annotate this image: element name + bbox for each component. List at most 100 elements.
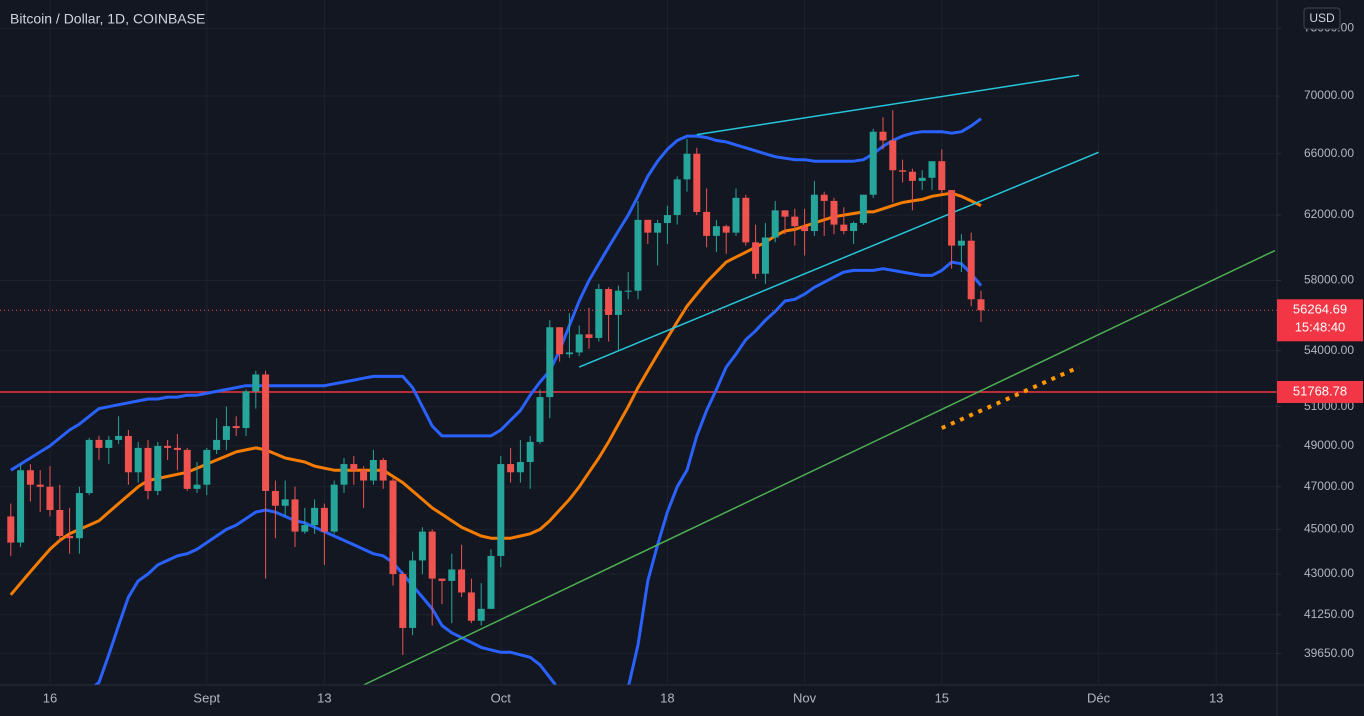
- candle-body: [467, 592, 475, 621]
- candle-body: [291, 499, 299, 532]
- candle-body: [556, 327, 564, 355]
- candle-body: [781, 210, 789, 217]
- candle-body: [742, 197, 750, 243]
- x-tick-label: Sept: [193, 690, 220, 705]
- candle-body: [262, 374, 270, 491]
- candle-body: [448, 569, 456, 581]
- candle-body: [977, 299, 985, 311]
- candle-body: [683, 153, 691, 180]
- candle-body: [281, 499, 289, 506]
- x-tick-label: 13: [1209, 690, 1223, 705]
- y-tick-label: 54000.00: [1304, 343, 1354, 357]
- candle-body: [869, 131, 877, 195]
- candle-body: [36, 484, 44, 487]
- candle-body: [213, 439, 221, 450]
- candle-body: [340, 464, 348, 485]
- candle-body: [722, 226, 730, 233]
- candle-body: [654, 223, 662, 233]
- y-tick-label: 45000.00: [1304, 522, 1354, 536]
- candle-body: [399, 574, 407, 628]
- band-line: [9, 191, 982, 596]
- currency-label[interactable]: USD: [1309, 11, 1335, 25]
- candle-body: [193, 484, 201, 489]
- price-badge: [1277, 299, 1363, 342]
- x-tick-label: 15: [935, 690, 949, 705]
- candle-body: [791, 216, 799, 227]
- candle-body: [752, 242, 760, 274]
- candle-body: [820, 194, 828, 201]
- candle-body: [585, 334, 593, 338]
- y-tick-label: 39650.00: [1304, 646, 1354, 660]
- candle-body: [360, 470, 368, 481]
- plot-area: [0, 74, 1277, 685]
- candle-body: [614, 290, 622, 315]
- y-tick-label: 62000.00: [1304, 207, 1354, 221]
- grid: [0, 0, 1277, 685]
- candle-body: [232, 426, 240, 429]
- y-tick-label: 58000.00: [1304, 273, 1354, 287]
- y-tick-label: 66000.00: [1304, 146, 1354, 160]
- candle-body: [761, 237, 769, 274]
- candle-body: [271, 490, 279, 506]
- candle-body: [26, 470, 34, 485]
- candle-body: [732, 197, 740, 233]
- candle-body: [928, 161, 936, 178]
- candle-body: [703, 211, 711, 236]
- trendline: [578, 151, 1099, 368]
- candle-body: [115, 435, 123, 440]
- candle-body: [663, 215, 671, 224]
- candle-body: [389, 480, 397, 575]
- candle-body: [918, 177, 926, 181]
- candle-body: [536, 397, 544, 442]
- candle-body: [879, 131, 887, 141]
- candle-body: [154, 445, 162, 491]
- candle-body: [134, 447, 142, 473]
- candle-body: [458, 569, 466, 593]
- x-tick-label: Déc: [1087, 690, 1111, 705]
- y-tick-label: 47000.00: [1304, 479, 1354, 493]
- band-line: [93, 260, 983, 685]
- candle-body: [801, 226, 809, 232]
- candle-body: [673, 179, 681, 216]
- candle-body: [830, 200, 838, 225]
- candle-body: [634, 219, 642, 291]
- candle-body: [203, 449, 211, 485]
- price-label: 56264.69: [1293, 302, 1347, 317]
- candle-body: [497, 464, 505, 556]
- candle-body: [66, 535, 74, 539]
- candle-body: [957, 240, 965, 246]
- y-tick-label: 41250.00: [1304, 607, 1354, 621]
- candle-body: [46, 486, 54, 511]
- candle-body: [242, 391, 250, 429]
- candle-body: [183, 449, 191, 489]
- level-badge: [1277, 380, 1363, 403]
- candle-body: [164, 445, 172, 448]
- candle-body: [222, 426, 230, 440]
- candle-body: [889, 140, 897, 171]
- candle-body: [644, 219, 652, 233]
- candle-body: [938, 161, 946, 191]
- candle-body: [75, 493, 83, 539]
- y-tick-label: 70000.00: [1304, 88, 1354, 102]
- trendline: [363, 249, 1276, 685]
- candle-body: [507, 464, 515, 473]
- candle-body: [771, 210, 779, 238]
- candle-body: [565, 352, 573, 355]
- candle-body: [810, 194, 818, 232]
- level-label: 51768.78: [1293, 383, 1347, 398]
- candle-body: [712, 226, 720, 236]
- candle-body: [409, 560, 417, 628]
- candle-body: [595, 288, 603, 338]
- candle-body: [967, 240, 975, 300]
- candle-body: [311, 507, 319, 526]
- candle-body: [840, 224, 848, 232]
- currency-badge[interactable]: [1303, 7, 1341, 30]
- trendline: [696, 74, 1080, 136]
- candle-body: [418, 531, 426, 561]
- candle-body: [477, 608, 485, 621]
- candle-body: [859, 194, 867, 224]
- candle-body: [85, 439, 93, 494]
- candle-body: [546, 327, 554, 398]
